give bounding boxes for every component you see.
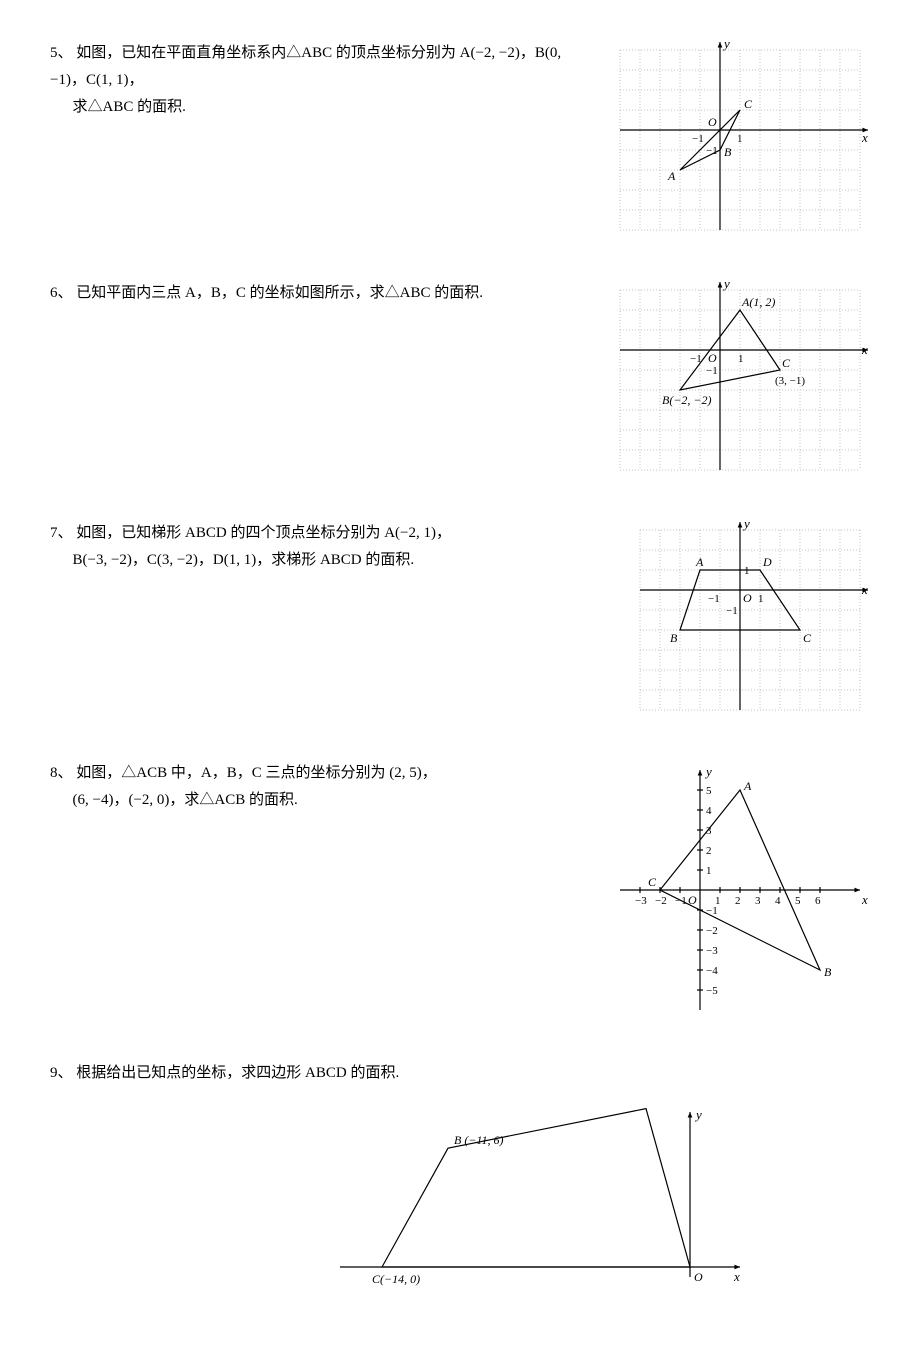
svg-text:D: D — [762, 555, 772, 569]
svg-text:x: x — [861, 582, 868, 597]
svg-text:1: 1 — [744, 565, 750, 577]
svg-text:3: 3 — [755, 895, 761, 907]
svg-text:C(−14, 0): C(−14, 0) — [372, 1272, 420, 1286]
svg-text:B: B — [824, 965, 832, 979]
problem-9: 9、 根据给出已知点的坐标，求四边形 ABCD 的面积. Ox y A(−2, 8)… — [50, 1060, 870, 1287]
svg-text:x: x — [733, 1269, 740, 1284]
svg-text:B(−2, −2): B(−2, −2) — [662, 393, 712, 407]
problem-stem: 如图，已知在平面直角坐标系内△ABC 的顶点坐标分别为 A(−2, −2)，B(… — [50, 45, 561, 88]
svg-text:y: y — [742, 520, 750, 531]
svg-text:C: C — [744, 97, 753, 111]
svg-text:−3: −3 — [706, 945, 718, 957]
problem-stem: 根据给出已知点的坐标，求四边形 ABCD 的面积. — [76, 1065, 399, 1081]
problem-number: 7、 — [50, 525, 73, 541]
problem-stem: 如图，已知梯形 ABCD 的四个顶点坐标分别为 A(−2, 1)， — [76, 525, 451, 541]
svg-text:x: x — [861, 342, 868, 357]
problem-number: 9、 — [50, 1065, 73, 1081]
figure-7: Ox y −1 1 1 −1 A B C D — [630, 520, 870, 720]
svg-text:O: O — [694, 1270, 703, 1284]
problem-8: 8、 如图，△ACB 中，A，B，C 三点的坐标分别为 (2, 5)， (6, … — [50, 760, 870, 1020]
svg-text:−1: −1 — [706, 365, 718, 377]
problem-6: 6、 已知平面内三点 A，B，C 的坐标如图所示，求△ABC 的面积. Ox y −… — [50, 280, 870, 480]
problem-6-text: 6、 已知平面内三点 A，B，C 的坐标如图所示，求△ABC 的面积. — [50, 280, 610, 307]
triangle-acb — [660, 790, 820, 970]
problem-number: 6、 — [50, 285, 73, 301]
grid-chart: Ox y −1 1 −1 A(1, 2) B(−2, −2) C (3, −1) — [610, 280, 870, 480]
svg-text:1: 1 — [738, 353, 744, 365]
svg-text:B: B — [724, 145, 732, 159]
svg-text:−2: −2 — [706, 925, 718, 937]
svg-text:−2: −2 — [655, 895, 667, 907]
svg-text:y: y — [704, 764, 712, 779]
figure-5: Ox y −1 1 −1 A B C — [610, 40, 870, 240]
svg-text:3: 3 — [706, 825, 712, 837]
svg-text:O: O — [743, 591, 752, 605]
problem-number: 8、 — [50, 765, 73, 781]
problem-sub: 求△ABC 的面积. — [73, 94, 591, 121]
svg-text:−1: −1 — [690, 353, 702, 365]
svg-text:O: O — [708, 115, 717, 129]
svg-text:1: 1 — [706, 865, 712, 877]
svg-text:B (−11, 6): B (−11, 6) — [454, 1133, 504, 1147]
svg-text:C: C — [648, 875, 657, 889]
svg-text:A: A — [667, 169, 676, 183]
svg-text:1: 1 — [737, 133, 743, 145]
svg-text:−4: −4 — [706, 965, 718, 977]
svg-text:1: 1 — [758, 593, 764, 605]
quadrilateral-abcd — [382, 1109, 690, 1267]
svg-text:A(1, 2): A(1, 2) — [741, 295, 775, 309]
svg-text:x: x — [861, 130, 868, 145]
problem-number: 5、 — [50, 45, 73, 61]
svg-text:−1: −1 — [675, 895, 687, 907]
svg-text:A: A — [743, 779, 752, 793]
svg-text:−5: −5 — [706, 985, 718, 997]
figure-6: Ox y −1 1 −1 A(1, 2) B(−2, −2) C (3, −1) — [610, 280, 870, 480]
svg-text:2: 2 — [735, 895, 741, 907]
svg-text:A: A — [695, 555, 704, 569]
problem-stem: 已知平面内三点 A，B，C 的坐标如图所示，求△ABC 的面积. — [76, 285, 483, 301]
svg-text:5: 5 — [795, 895, 801, 907]
svg-text:4: 4 — [706, 805, 712, 817]
axes-chart: −3−2−112345612345−1−2−3−4−5 OxyABC — [610, 760, 870, 1020]
problem-5: 5、 如图，已知在平面直角坐标系内△ABC 的顶点坐标分别为 A(−2, −2)… — [50, 40, 870, 240]
svg-text:−1: −1 — [726, 605, 738, 617]
svg-text:C: C — [782, 356, 791, 370]
problem-7-text: 7、 如图，已知梯形 ABCD 的四个顶点坐标分别为 A(−2, 1)， B(−… — [50, 520, 630, 574]
svg-text:−1: −1 — [706, 145, 718, 157]
svg-text:4: 4 — [775, 895, 781, 907]
svg-text:y: y — [722, 40, 730, 51]
problem-7: 7、 如图，已知梯形 ABCD 的四个顶点坐标分别为 A(−2, 1)， B(−… — [50, 520, 870, 720]
svg-text:−1: −1 — [706, 905, 718, 917]
svg-text:−1: −1 — [708, 593, 720, 605]
svg-text:2: 2 — [706, 845, 712, 857]
svg-text:(3, −1): (3, −1) — [775, 375, 805, 387]
svg-text:x: x — [861, 892, 868, 907]
svg-text:y: y — [694, 1107, 702, 1122]
grid-chart: Ox y −1 1 1 −1 A B C D — [630, 520, 870, 720]
svg-text:y: y — [722, 280, 730, 291]
problem-stem: 如图，△ACB 中，A，B，C 三点的坐标分别为 (2, 5)， — [76, 765, 436, 781]
svg-text:−3: −3 — [635, 895, 647, 907]
svg-text:O: O — [708, 351, 717, 365]
svg-text:6: 6 — [815, 895, 821, 907]
problem-8-text: 8、 如图，△ACB 中，A，B，C 三点的坐标分别为 (2, 5)， (6, … — [50, 760, 610, 814]
svg-text:5: 5 — [706, 785, 712, 797]
svg-text:−1: −1 — [692, 133, 704, 145]
figure-9: Ox y A(−2, 8) B (−11, 6) C(−14, 0) — [330, 1107, 870, 1287]
problem-sub: B(−3, −2)，C(3, −2)，D(1, 1)，求梯形 ABCD 的面积. — [73, 547, 611, 574]
grid-chart: Ox y −1 1 −1 A B C — [610, 40, 870, 240]
problem-sub: (6, −4)，(−2, 0)，求△ACB 的面积. — [73, 787, 591, 814]
svg-text:A(−2, 8): A(−2, 8) — [617, 1107, 659, 1108]
svg-text:B: B — [670, 631, 678, 645]
problem-9-text: 9、 根据给出已知点的坐标，求四边形 ABCD 的面积. — [50, 1060, 870, 1087]
svg-text:C: C — [803, 631, 812, 645]
figure-8: −3−2−112345612345−1−2−3−4−5 OxyABC — [610, 760, 870, 1020]
svg-text:O: O — [688, 893, 697, 907]
problem-5-text: 5、 如图，已知在平面直角坐标系内△ABC 的顶点坐标分别为 A(−2, −2)… — [50, 40, 610, 121]
quad-chart: Ox y A(−2, 8) B (−11, 6) C(−14, 0) — [330, 1107, 750, 1287]
